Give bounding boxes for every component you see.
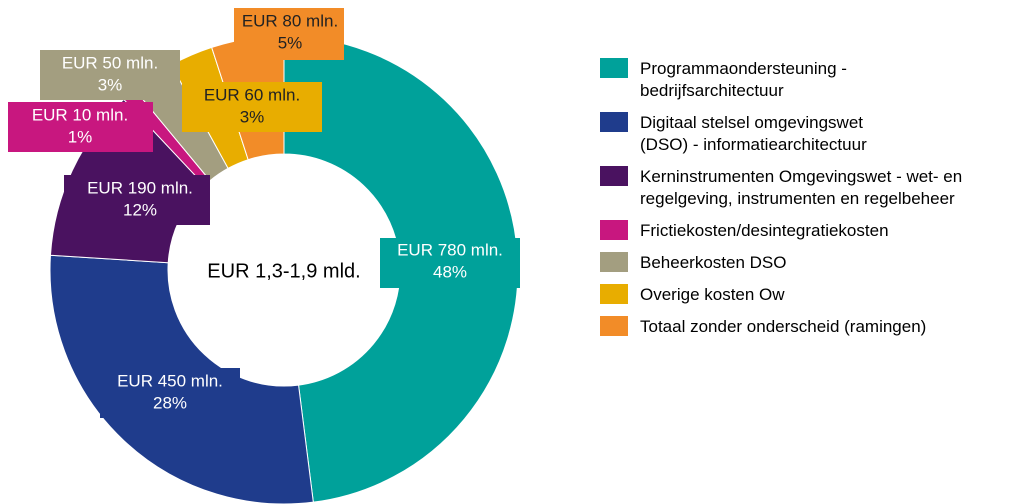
legend-swatch <box>600 166 628 186</box>
legend-item: Beheerkosten DSO <box>600 252 1030 274</box>
center-label: EUR 1,3-1,9 mld. <box>207 260 360 282</box>
amount-label: EUR 10 mln. <box>32 105 128 124</box>
label-box <box>380 238 520 288</box>
legend-label: Beheerkosten DSO <box>640 253 787 272</box>
data-labels: EUR 780 mln. 48% EUR 450 mln. 28% EUR 190 ml… <box>8 8 520 418</box>
legend-item: Digitaal stelsel omgevingswet (DSO) - in… <box>600 112 1030 156</box>
label-box <box>8 102 153 152</box>
legend-swatch <box>600 316 628 336</box>
label-box <box>40 50 180 100</box>
percent-label: 3% <box>240 107 265 126</box>
legend-swatch <box>600 112 628 132</box>
legend-item: Totaal zonder onderscheid (ramingen) <box>600 316 1030 338</box>
percent-label: 1% <box>68 127 93 146</box>
legend-label: Frictiekosten/desintegratiekosten <box>640 221 889 240</box>
legend-swatch <box>600 58 628 78</box>
percent-label: 28% <box>153 393 187 412</box>
amount-label: EUR 80 mln. <box>242 11 338 30</box>
percent-label: 12% <box>123 200 157 219</box>
legend-label: Programmaondersteuning - bedrijfsarchite… <box>640 59 847 100</box>
percent-label: 3% <box>98 75 123 94</box>
amount-label: EUR 60 mln. <box>204 85 300 104</box>
label-box <box>64 175 210 225</box>
label-box <box>234 8 344 60</box>
legend-label: Digitaal stelsel omgevingswet (DSO) - in… <box>640 113 867 154</box>
legend-swatch <box>600 284 628 304</box>
legend-label: Totaal zonder onderscheid (ramingen) <box>640 317 927 336</box>
legend-item: Frictiekosten/desintegratiekosten <box>600 220 1030 242</box>
legend-label: Overige kosten Ow <box>640 285 785 304</box>
legend-item: Kerninstrumenten Omgevingswet - wet- en … <box>600 166 1030 210</box>
percent-label: 5% <box>278 33 303 52</box>
legend-item: Overige kosten Ow <box>600 284 1030 306</box>
amount-label: EUR 780 mln. <box>397 240 503 259</box>
percent-label: 48% <box>433 262 467 281</box>
amount-label: EUR 190 mln. <box>87 178 193 197</box>
amount-label: EUR 450 mln. <box>117 371 223 390</box>
legend: Programmaondersteuning - bedrijfsarchite… <box>600 58 1030 348</box>
amount-label: EUR 50 mln. <box>62 53 158 72</box>
legend-item: Programmaondersteuning - bedrijfsarchite… <box>600 58 1030 102</box>
legend-swatch <box>600 220 628 240</box>
legend-label: Kerninstrumenten Omgevingswet - wet- en … <box>640 167 963 208</box>
label-box <box>182 82 322 132</box>
label-box <box>100 368 240 418</box>
legend-swatch <box>600 252 628 272</box>
